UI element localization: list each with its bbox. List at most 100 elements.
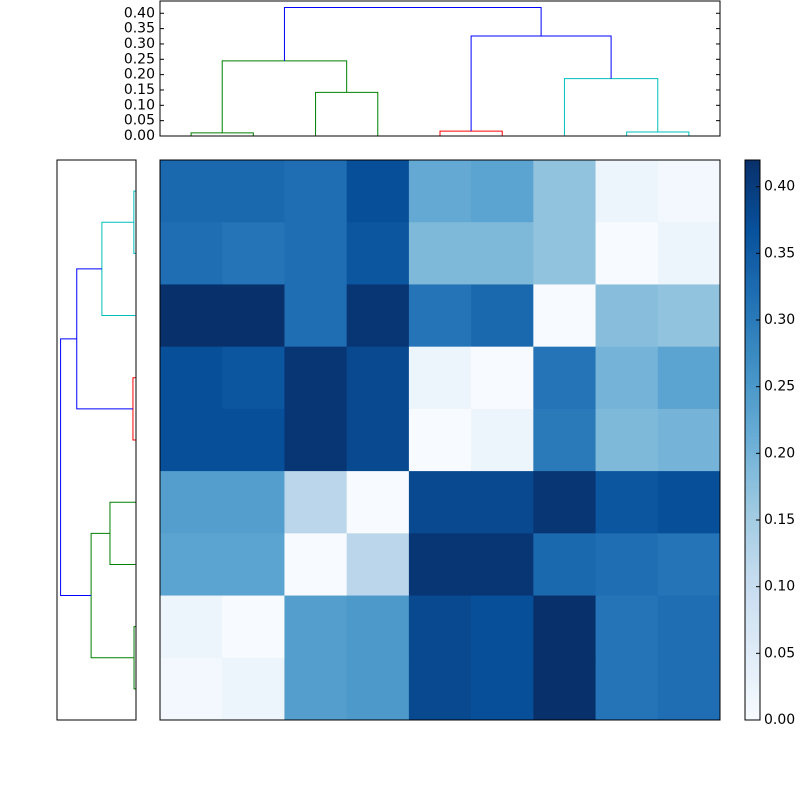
colorbar-swatch	[745, 172, 760, 177]
colorbar-swatch	[745, 228, 760, 233]
colorbar-swatch	[745, 224, 760, 229]
colorbar-swatch	[745, 556, 760, 561]
colorbar-swatch	[745, 456, 760, 461]
heatmap-cell	[533, 595, 597, 659]
colorbar-swatch	[745, 440, 760, 445]
colorbar-swatch	[745, 284, 760, 289]
colorbar-swatch	[745, 372, 760, 377]
colorbar-swatch	[745, 320, 760, 325]
colorbar-swatch	[745, 352, 760, 357]
colorbar-swatch	[745, 272, 760, 277]
colorbar-swatch	[745, 512, 760, 517]
colorbar-swatch	[745, 680, 760, 685]
heatmap-cell	[222, 408, 285, 472]
heatmap-cell	[595, 160, 659, 223]
colorbar-swatch	[745, 412, 760, 417]
heatmap-cell	[222, 533, 285, 597]
heatmap-cell	[160, 346, 223, 410]
colorbar-swatch	[745, 164, 760, 169]
colorbar-swatch	[745, 452, 760, 457]
heatmap-cell	[595, 284, 659, 348]
colorbar-swatch	[745, 180, 760, 185]
colorbar-swatch	[745, 348, 760, 353]
colorbar-tick-label: 0.10	[764, 579, 795, 595]
heatmap-cell	[160, 408, 223, 472]
colorbar-swatch	[745, 628, 760, 633]
heatmap-cell	[408, 533, 472, 597]
colorbar-swatch	[745, 684, 760, 689]
colorbar-swatch	[745, 464, 760, 469]
heatmap-cell	[346, 471, 410, 534]
heatmap-cell	[408, 346, 472, 410]
colorbar-tick-label: 0.40	[764, 179, 795, 195]
heatmap-cell	[346, 657, 410, 721]
colorbar-swatch	[745, 244, 760, 249]
heatmap-cell	[657, 222, 721, 285]
colorbar-swatch	[745, 340, 760, 345]
colorbar-swatch	[745, 592, 760, 597]
colorbar-swatch	[745, 548, 760, 553]
colorbar-swatch	[745, 300, 760, 305]
axes-frame	[159, 0, 721, 137]
colorbar-swatch	[745, 696, 760, 701]
dendrogram-link	[283, 6, 542, 61]
colorbar-swatch	[745, 604, 760, 609]
dendrogram-link	[90, 532, 135, 659]
colorbar-tick-label: 0.20	[764, 445, 795, 461]
heatmap-cell	[408, 284, 472, 348]
colorbar-swatch	[745, 212, 760, 217]
colorbar-swatch	[745, 292, 760, 297]
colorbar-swatch	[745, 360, 760, 365]
heatmap-cell	[533, 533, 597, 597]
colorbar-swatch	[745, 644, 760, 649]
heatmap-cell	[471, 222, 534, 285]
colorbar-swatch	[745, 688, 760, 693]
colorbar-swatch	[745, 316, 760, 321]
colorbar-swatch	[745, 624, 760, 629]
heatmap-cell	[657, 595, 721, 659]
heatmap-cell	[284, 408, 348, 472]
colorbar-swatch	[745, 652, 760, 657]
colorbar-swatch	[745, 704, 760, 709]
colorbar-swatch	[745, 596, 760, 601]
colorbar-swatch	[745, 220, 760, 225]
colorbar-swatch	[745, 332, 760, 337]
heatmap-cell	[160, 595, 223, 659]
heatmap-cell	[222, 595, 285, 659]
heatmap-cell	[657, 408, 721, 472]
colorbar-swatch	[745, 240, 760, 245]
colorbar-swatch	[745, 632, 760, 637]
colorbar-swatch	[745, 536, 760, 541]
heatmap-cell	[284, 533, 348, 597]
heatmap-cell	[160, 222, 223, 285]
colorbar-swatch	[745, 420, 760, 425]
heatmap-cell	[595, 222, 659, 285]
colorbar-swatch	[745, 280, 760, 285]
colorbar-swatch	[745, 716, 760, 721]
colorbar-swatch	[745, 424, 760, 429]
y-tick-label: 0.40	[124, 5, 155, 21]
heatmap-cell	[222, 160, 285, 223]
heatmap-cell	[595, 595, 659, 659]
colorbar-swatch	[745, 260, 760, 265]
heatmap-cell	[533, 657, 597, 721]
colorbar-swatch	[745, 200, 760, 205]
colorbar-swatch	[745, 236, 760, 241]
heatmap-cell	[471, 471, 534, 534]
heatmap-cell	[533, 160, 597, 223]
colorbar-swatch	[745, 268, 760, 273]
heatmap-cell	[160, 284, 223, 348]
colorbar-swatch	[745, 568, 760, 573]
colorbar-swatch	[745, 404, 760, 409]
heatmap-cell	[222, 284, 285, 348]
heatmap-cell	[346, 160, 410, 223]
colorbar-tick-label: 0.05	[764, 645, 795, 661]
colorbar-swatch	[745, 712, 760, 717]
heatmap-cell	[284, 160, 348, 223]
heatmap-cell	[657, 533, 721, 597]
colorbar-swatch	[745, 476, 760, 481]
heatmap-cell	[657, 471, 721, 534]
colorbar-tick-label: 0.35	[764, 245, 795, 261]
colorbar-swatch	[745, 176, 760, 181]
